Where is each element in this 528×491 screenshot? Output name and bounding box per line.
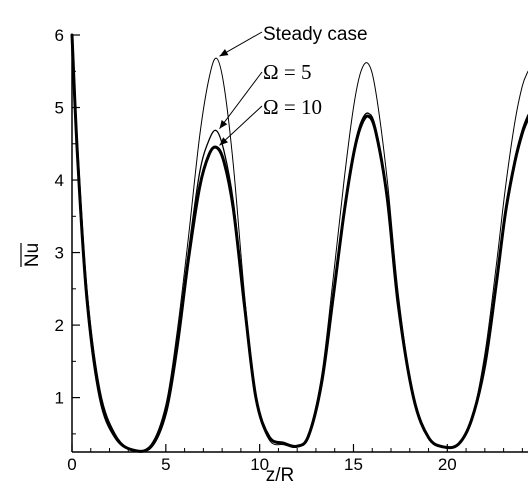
y-tick-label: 4 [55,171,64,190]
x-tick-label: 0 [67,455,76,474]
annotation-arrowhead [219,49,229,57]
annotations: Steady case Ω = 5 Ω = 10 [219,24,368,146]
y-tick-label: 1 [55,389,64,408]
y-axis-label: Nu [22,243,43,267]
x-tick-label: 20 [438,455,457,474]
x-tick-label: 10 [250,455,269,474]
y-tick-label: 2 [55,316,64,335]
axes [71,35,528,453]
annotation-omega-10: Ω = 10 [263,95,322,119]
annotation-arrowhead [219,119,228,129]
annotation-arrowhead [219,137,228,146]
series-omega-10-line [70,33,528,453]
annotation-steady-case: Steady case [263,24,368,45]
ticks [71,34,523,452]
x-tick-label: 5 [161,455,170,474]
x-axis-label: z/R [266,465,295,486]
series-group [70,33,528,453]
annotation-omega-5: Ω = 5 [263,60,311,84]
annotation-leader-line [219,71,263,130]
y-tick-label: 3 [55,244,64,263]
tick-labels: 0 5 10 15 20 1 2 3 4 5 6 [55,26,457,474]
y-tick-label: 6 [55,26,64,45]
y-axis-label-group: Nu [20,243,43,267]
x-tick-label: 15 [344,455,363,474]
annotation-leader-line [219,105,263,146]
y-tick-label: 5 [55,99,64,118]
